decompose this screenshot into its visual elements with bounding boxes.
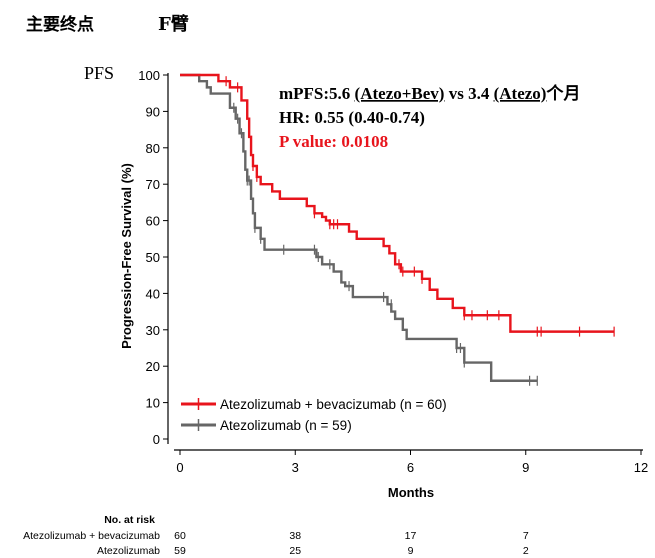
y-tick-label-70: 70: [146, 177, 160, 192]
x-tick-label-3: 3: [292, 460, 299, 475]
mpfs-suffix: 个月: [545, 83, 580, 104]
mpfs-prefix: mPFS:5.6: [279, 84, 355, 103]
y-axis-label: Progression-Free Survival (%): [119, 163, 134, 349]
risk-value-mono-3: 25: [289, 545, 301, 557]
mpfs-vs: vs 3.4: [444, 84, 493, 103]
y-tick-label-50: 50: [146, 250, 160, 265]
mpfs-mono-drug: (Atezo): [494, 84, 547, 103]
risk-value-combo-0: 60: [174, 530, 186, 542]
y-tick-label-40: 40: [146, 286, 160, 301]
risk-table-title: No. at risk: [104, 514, 155, 526]
y-tick-label-60: 60: [146, 214, 160, 229]
risk-value-combo-6: 17: [405, 530, 417, 542]
risk-value-mono-9: 2: [523, 545, 529, 557]
y-tick-label-80: 80: [146, 141, 160, 156]
x-tick-label-0: 0: [176, 460, 183, 475]
arm-heading: F臂: [158, 14, 189, 35]
curve-mono: [180, 73, 538, 382]
mpfs-combo-drug: (Atezo+Bev): [355, 84, 445, 103]
legend-label-combo: Atezolizumab + bevacizumab (n = 60): [220, 397, 447, 412]
axes: [167, 73, 643, 451]
risk-table: No. at risk Atezolizumab + bevacizumab A…: [23, 514, 529, 557]
x-tick-label-6: 6: [407, 460, 414, 475]
x-tick-label-9: 9: [522, 460, 529, 475]
y-tick-label-0: 0: [153, 432, 160, 447]
risk-value-mono-6: 9: [408, 545, 414, 557]
panel-label: PFS: [84, 63, 114, 83]
risk-value-mono-0: 59: [174, 545, 186, 557]
y-tick-label-10: 10: [146, 396, 160, 411]
y-tick-label-90: 90: [146, 104, 160, 119]
p-value-annotation: P value: 0.0108: [279, 132, 388, 151]
y-tick-label-100: 100: [138, 68, 160, 83]
risk-value-combo-3: 38: [289, 530, 301, 542]
y-tick-label-20: 20: [146, 359, 160, 374]
curve-combo: [180, 73, 615, 333]
hr-annotation: HR: 0.55 (0.40-0.74): [279, 108, 425, 127]
endpoint-heading: 主要终点: [26, 15, 94, 35]
risk-row-label-mono: Atezolizumab: [97, 545, 160, 557]
mpfs-annotation: mPFS:5.6 (Atezo+Bev) vs 3.4 (Atezo)个月: [279, 83, 580, 104]
risk-row-label-combo: Atezolizumab + bevacizumab: [23, 530, 160, 542]
risk-value-combo-9: 7: [523, 530, 529, 542]
y-tick-label-30: 30: [146, 323, 160, 338]
x-tick-label-12: 12: [634, 460, 648, 475]
legend: Atezolizumab + bevacizumab (n = 60) Atez…: [181, 397, 447, 433]
x-axis-label: Months: [388, 485, 434, 500]
legend-label-mono: Atezolizumab (n = 59): [220, 418, 352, 433]
